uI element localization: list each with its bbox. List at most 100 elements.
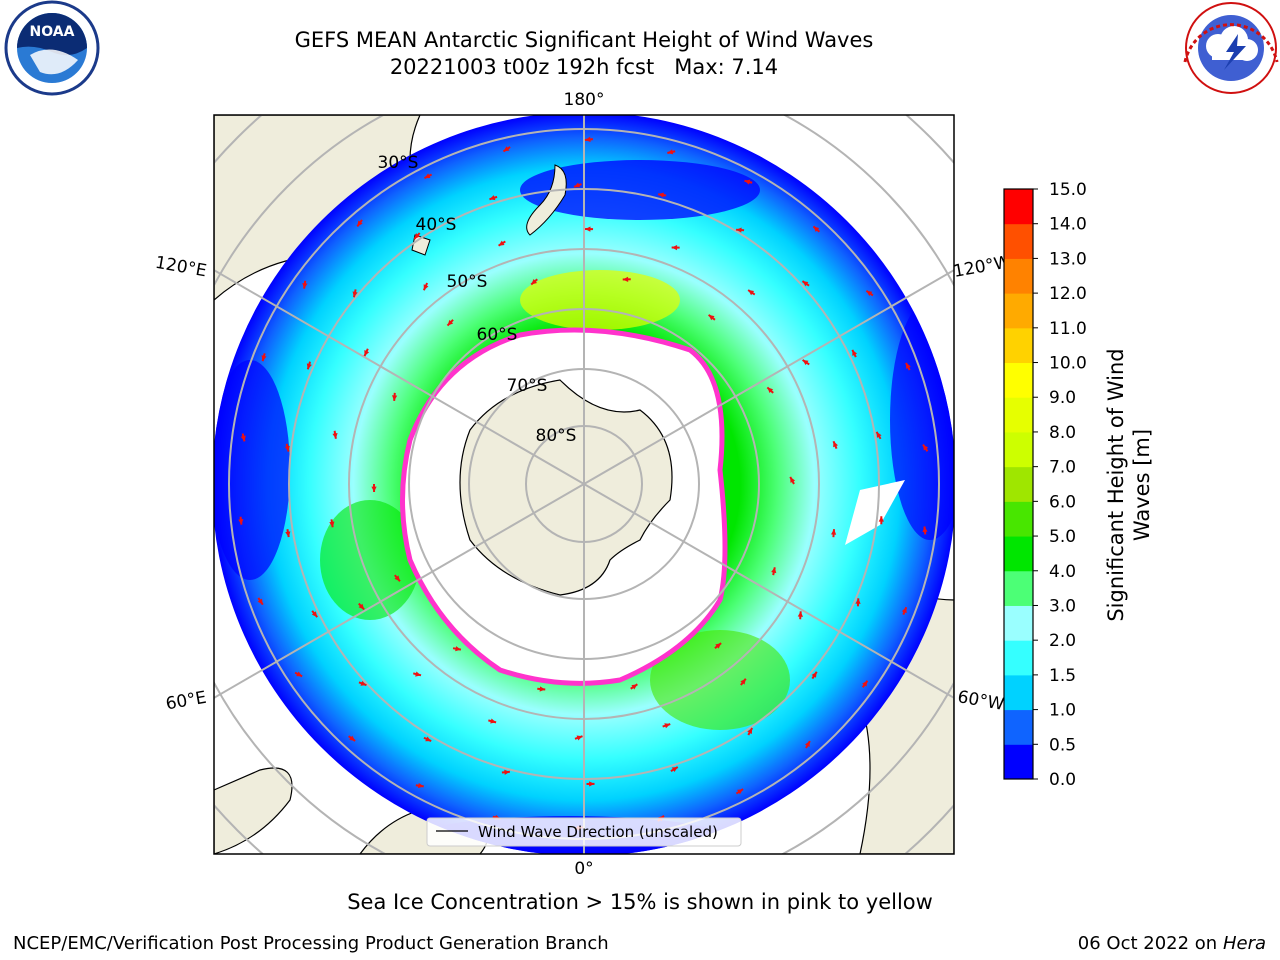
wave-direction-arrowhead — [631, 684, 638, 690]
wave-direction-arrowhead — [748, 290, 755, 296]
wave-direction-arrowhead — [708, 314, 715, 321]
colorbar-tick-label: 1.5 — [1049, 666, 1076, 686]
colorbar-tick-label: 1.0 — [1049, 701, 1076, 721]
wave-direction-arrowhead — [498, 240, 505, 246]
colorbar-tick-label: 5.0 — [1049, 527, 1076, 547]
colorbar-segment — [1004, 536, 1033, 572]
wave-direction-arrowhead — [736, 227, 742, 233]
wave-direction-arrowhead — [504, 769, 510, 775]
wave-direction-arrowhead — [667, 149, 674, 155]
colorbar-segment — [1004, 189, 1033, 225]
map-frame — [213, 114, 955, 855]
wave-direction-arrowhead — [352, 291, 358, 298]
colorbar-segment — [1004, 362, 1033, 398]
wave-direction-arrowhead — [261, 355, 267, 362]
wave-direction-arrowhead — [671, 244, 678, 251]
wave-direction-arrowhead — [391, 395, 398, 401]
colorbar-tick-label: 6.0 — [1049, 492, 1076, 512]
wave-direction-arrowhead — [740, 678, 746, 685]
colorbar-segment — [1004, 605, 1033, 641]
wave-direction-arrowhead — [797, 611, 803, 617]
colorbar-segment — [1004, 744, 1033, 780]
wave-direction-arrowhead — [447, 319, 454, 326]
wave-direction-arrowhead — [296, 671, 303, 677]
wave-direction-arrowhead — [852, 349, 858, 356]
wave-direction-arrowhead — [490, 718, 497, 724]
colorbar-segment — [1004, 640, 1033, 676]
wave-direction-arrowhead — [574, 182, 581, 188]
map-legend: Wind Wave Direction (unscaled) — [426, 817, 742, 847]
lon-label-120e: 120°E — [154, 253, 208, 282]
wave-direction-arrowhead — [878, 516, 884, 522]
graticule — [214, 115, 954, 854]
wave-direction-arrowhead — [833, 441, 838, 448]
footer-date-text: 06 Oct 2022 on — [1077, 933, 1223, 954]
colorbar-segment — [1004, 327, 1033, 364]
colorbar-tick-label: 13.0 — [1049, 249, 1087, 269]
wave-direction-arrowhead — [418, 783, 424, 789]
wave-direction-arrowhead — [671, 766, 678, 773]
wave-direction-arrowhead — [531, 278, 538, 285]
colorbar-frame — [1003, 188, 1034, 780]
lat-label-50s: 50°S — [447, 272, 488, 292]
wave-direction-arrowhead — [585, 226, 591, 232]
wave-direction-arrowhead — [423, 284, 429, 291]
wave-direction-arrowhead — [284, 445, 290, 452]
antarctica-landmass — [459, 379, 673, 596]
colorbar-tick-label: 2.0 — [1049, 631, 1076, 651]
wave-direction-arrowhead — [415, 671, 422, 677]
wave-direction-arrowhead — [257, 598, 263, 605]
legend-label: Wind Wave Direction (unscaled) — [478, 823, 718, 841]
wave-direction-arrowhead — [349, 735, 356, 741]
wave-direction-arrowhead — [357, 220, 363, 227]
wave-direction-arrowhead — [358, 603, 365, 610]
colorbar-tick-label: 7.0 — [1049, 458, 1076, 478]
wave-direction-arrowhead — [744, 179, 751, 185]
wave-direction-arrowhead — [306, 363, 312, 370]
colorbar-tick-label: 0.5 — [1049, 735, 1076, 755]
lat-label-80s: 80°S — [536, 426, 577, 446]
colorbar-segment — [1004, 431, 1033, 468]
lon-label-60w: 60°W — [956, 687, 1006, 715]
wave-direction-arrowhead — [414, 233, 420, 239]
colorbar-tick-label: 12.0 — [1049, 284, 1087, 304]
wave-direction-arrowhead — [715, 643, 722, 649]
colorbar-tick-label: 4.0 — [1049, 562, 1076, 582]
wave-direction-arrowhead — [425, 736, 432, 742]
wave-direction-arrowhead — [658, 192, 664, 198]
lon-label-180: 180° — [564, 90, 605, 110]
noaa-logo-text: NOAA — [30, 24, 75, 40]
wave-direction-arrowhead — [802, 281, 809, 287]
wave-direction-arrowhead — [584, 136, 591, 142]
sea-ice-caption: Sea Ice Concentration > 15% is shown in … — [347, 890, 933, 914]
wave-direction-arrowhead — [455, 646, 461, 652]
colorbar-title: Significant Height of Wind Waves [m] — [1104, 348, 1154, 622]
nws-logo — [1183, 2, 1279, 94]
wave-direction-arrowhead — [790, 476, 796, 483]
wave-direction-arrowhead — [811, 671, 817, 678]
colorbar-tick-label: 3.0 — [1049, 596, 1076, 616]
footer-branch: NCEP/EMC/Verification Post Processing Pr… — [13, 933, 609, 954]
colorbar-segment — [1004, 570, 1033, 606]
new-zealand-landmass — [526, 164, 567, 236]
colorbar-tick-label: 8.0 — [1049, 423, 1076, 443]
wave-direction-arrowhead — [901, 607, 907, 614]
colorbar-segment — [1004, 674, 1033, 711]
wave-direction-arrowhead — [364, 350, 370, 357]
wave-direction-arrowhead — [855, 598, 861, 604]
colorbar-tick-label: 15.0 — [1049, 180, 1087, 200]
wave-direction-arrowhead — [622, 276, 629, 282]
noaa-logo: NOAA — [4, 0, 100, 96]
wave-direction-arrowhead — [240, 435, 246, 442]
colorbar-segment — [1004, 466, 1033, 502]
madagascar-region-land — [214, 767, 293, 854]
wave-direction-arrowhead — [394, 575, 400, 582]
chart-title: GEFS MEAN Antarctic Significant Height o… — [294, 28, 874, 52]
wave-direction-arrowhead — [332, 432, 338, 439]
colorbar-tick-label: 9.0 — [1049, 388, 1076, 408]
wave-direction-arrowhead — [311, 611, 318, 618]
colorbar-segment — [1004, 258, 1033, 294]
wave-direction-arrowhead — [489, 195, 496, 201]
wave-direction-arrowhead — [664, 723, 671, 729]
